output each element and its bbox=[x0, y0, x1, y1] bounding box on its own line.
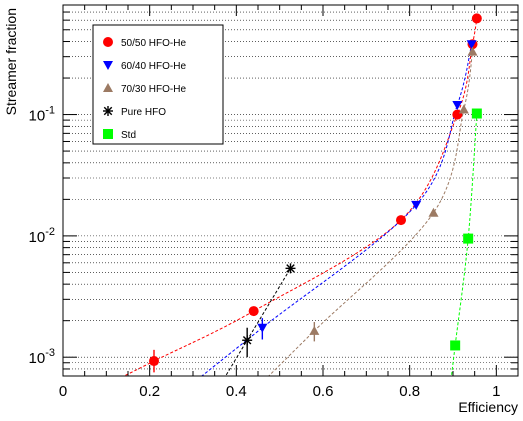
data-point bbox=[467, 46, 478, 56]
series-curve bbox=[450, 113, 478, 376]
y-tick-label: 10-2 bbox=[29, 226, 55, 246]
x-axis-label: Efficiency bbox=[458, 399, 518, 415]
star-stroke bbox=[242, 335, 252, 345]
series-curve bbox=[225, 268, 291, 376]
x-tick-label: 0.4 bbox=[226, 383, 247, 400]
x-tick-label: 0.2 bbox=[139, 383, 160, 400]
data-point bbox=[248, 306, 259, 317]
legend-marker bbox=[103, 106, 113, 116]
star-stroke bbox=[103, 106, 113, 116]
data-point bbox=[285, 263, 296, 274]
legend-marker bbox=[103, 129, 113, 139]
legend-label: 70/30 HFO-He bbox=[121, 84, 186, 95]
data-point bbox=[309, 325, 320, 335]
data-point bbox=[242, 335, 253, 346]
data-point bbox=[149, 356, 159, 367]
star-stroke bbox=[286, 264, 295, 273]
legend-label: 60/40 HFO-He bbox=[121, 61, 186, 72]
axis-ticks bbox=[62, 4, 519, 377]
data-point bbox=[471, 108, 482, 119]
plot-frame bbox=[62, 4, 519, 377]
data-point bbox=[450, 340, 461, 351]
data-point bbox=[411, 200, 422, 210]
legend: 50/50 HFO-He 60/40 HFO-He 70/30 HFO-He Pure… bbox=[92, 24, 224, 145]
legend-marker bbox=[103, 61, 113, 70]
y-tick-label: 10-3 bbox=[29, 347, 55, 367]
data-point bbox=[396, 215, 406, 226]
data-point bbox=[463, 233, 474, 244]
series-curve bbox=[268, 51, 473, 376]
data-points bbox=[149, 13, 482, 373]
legend-label: Pure HFO bbox=[121, 107, 166, 118]
legend-box bbox=[92, 24, 224, 145]
data-point bbox=[452, 100, 463, 110]
legend-label: 50/50 HFO-He bbox=[121, 38, 186, 49]
data-point bbox=[466, 40, 477, 50]
x-tick-label: 0.8 bbox=[399, 383, 420, 400]
y-axis-label: Streamer fraction bbox=[3, 8, 19, 115]
data-point bbox=[458, 104, 469, 114]
data-point bbox=[257, 323, 268, 333]
legend-marker bbox=[103, 37, 113, 47]
x-tick-label: 0.6 bbox=[313, 383, 334, 400]
legend-marker bbox=[103, 83, 113, 92]
tick-labels: 0 0.2 0.4 0.6 0.8 1 10-3 10-2 10-1 bbox=[29, 105, 501, 400]
x-tick-label: 0 bbox=[59, 383, 67, 400]
x-tick-label: 1 bbox=[492, 383, 500, 400]
data-point bbox=[428, 207, 439, 217]
data-point bbox=[471, 13, 482, 24]
y-tick-label: 10-1 bbox=[29, 105, 55, 125]
legend-label: Std bbox=[121, 130, 136, 141]
